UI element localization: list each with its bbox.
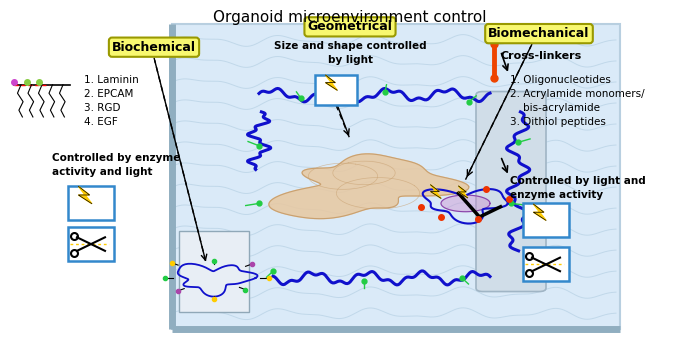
Text: Size and shape controlled
by light: Size and shape controlled by light xyxy=(274,41,426,65)
FancyBboxPatch shape xyxy=(476,92,546,292)
Polygon shape xyxy=(458,186,468,198)
Polygon shape xyxy=(430,185,441,198)
Polygon shape xyxy=(269,154,469,219)
Bar xyxy=(524,203,568,237)
Text: Cross-linkers: Cross-linkers xyxy=(500,51,582,61)
Bar xyxy=(69,186,113,220)
Text: Biochemical: Biochemical xyxy=(112,41,196,54)
Polygon shape xyxy=(78,186,92,204)
Text: Organoid microenvironment control: Organoid microenvironment control xyxy=(214,10,486,25)
Text: Controlled by light and
enzyme activity: Controlled by light and enzyme activity xyxy=(510,176,645,200)
Polygon shape xyxy=(441,195,490,212)
Polygon shape xyxy=(326,75,337,90)
Text: Controlled by enzyme
activity and light: Controlled by enzyme activity and light xyxy=(52,153,181,177)
Text: 1. Oligonucleotides
2. Acrylamide monomers/
    bis-acrylamide
3. Dithiol peptid: 1. Oligonucleotides 2. Acrylamide monome… xyxy=(510,75,644,126)
Bar xyxy=(524,247,568,281)
Polygon shape xyxy=(533,204,546,220)
Bar xyxy=(172,24,620,329)
Text: Geometrical: Geometrical xyxy=(307,20,393,33)
Text: Biomechanical: Biomechanical xyxy=(489,27,589,40)
Bar xyxy=(178,231,248,312)
Text: 1. Laminin
2. EPCAM
3. RGD
4. EGF: 1. Laminin 2. EPCAM 3. RGD 4. EGF xyxy=(84,75,139,126)
Bar xyxy=(315,75,357,105)
Bar xyxy=(69,227,113,261)
